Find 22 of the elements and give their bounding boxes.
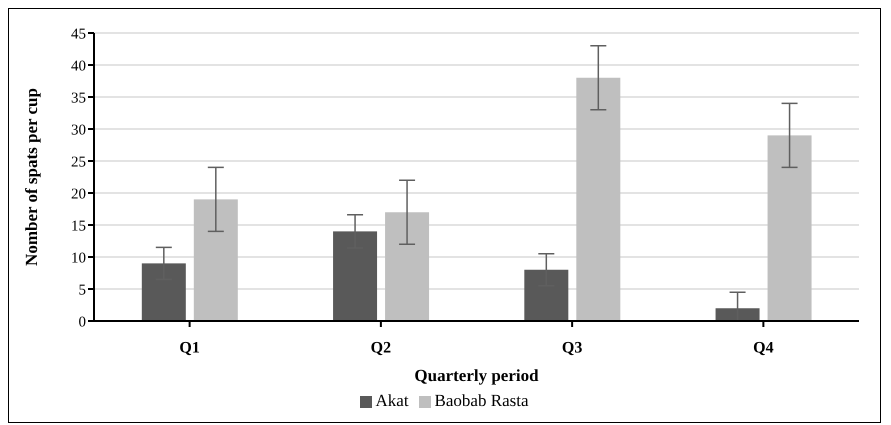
legend-label: Akat — [376, 391, 409, 410]
bar — [768, 135, 812, 321]
bar — [385, 212, 430, 321]
x-tick-label: Q3 — [562, 339, 582, 356]
y-tick-label: 40 — [71, 58, 86, 74]
y-tick-label: 20 — [71, 186, 86, 202]
y-tick-label: 45 — [71, 26, 86, 42]
y-tick-label: 10 — [71, 250, 86, 266]
legend-label: Baobab Rasta — [434, 391, 528, 410]
y-tick-label: 25 — [71, 154, 86, 170]
x-tick-label: Q4 — [753, 339, 774, 356]
y-tick-label: 35 — [71, 90, 86, 106]
y-axis-title: Nomber of spats per cup — [22, 88, 42, 266]
x-tick-label: Q2 — [370, 339, 392, 356]
y-tick-label: 0 — [78, 314, 86, 330]
y-tick-label: 15 — [71, 218, 86, 234]
y-tick-label: 5 — [78, 282, 86, 298]
bar — [194, 199, 238, 321]
x-tick-label: Q1 — [179, 339, 200, 356]
y-tick-label: 30 — [71, 122, 86, 138]
x-axis-title: Quarterly period — [414, 366, 540, 385]
bar — [576, 78, 620, 321]
